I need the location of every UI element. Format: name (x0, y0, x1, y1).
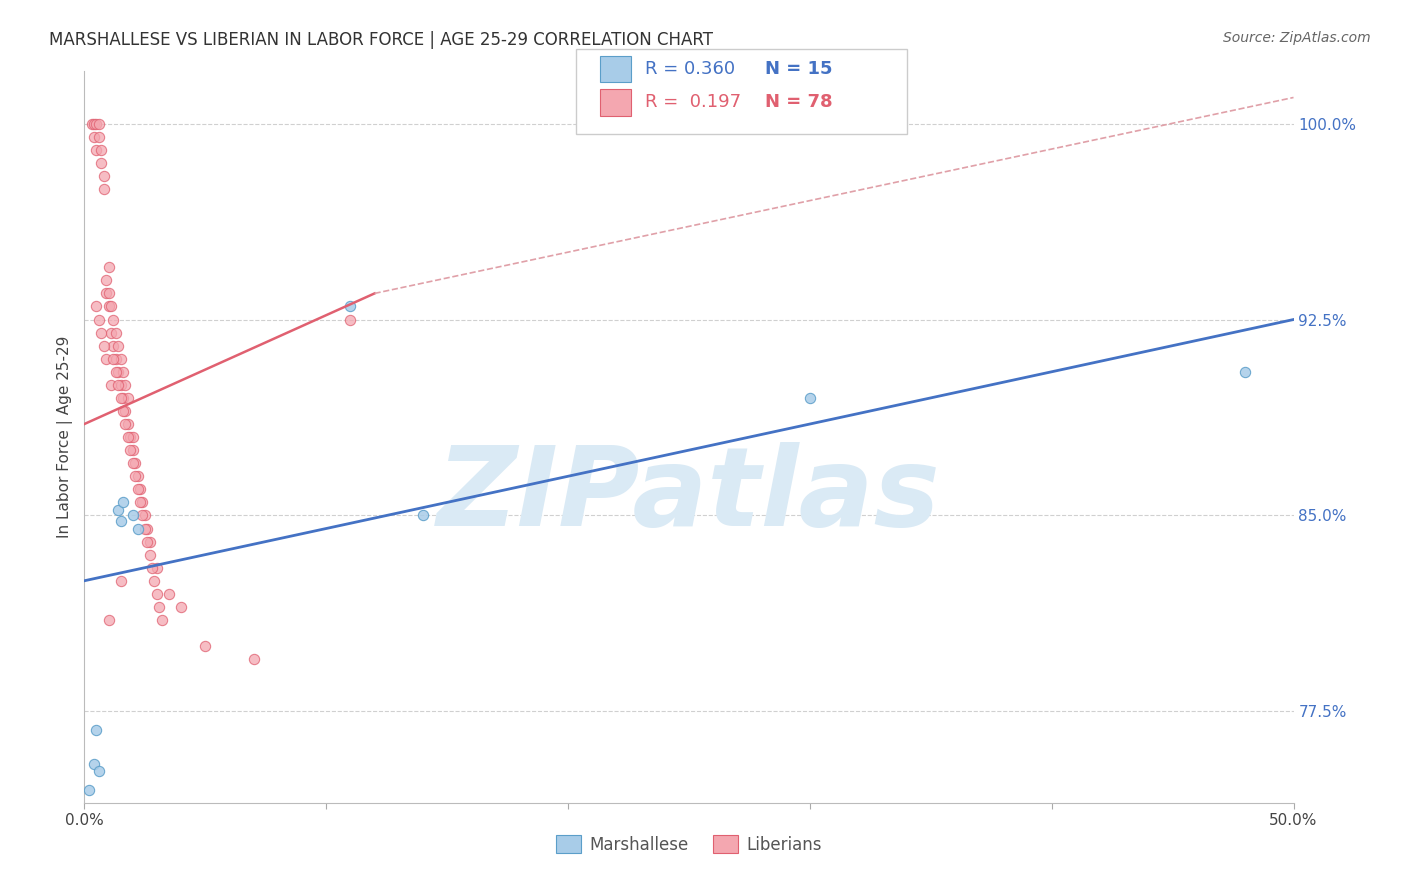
Point (110, 574, 132, 588)
Point (87, 312, 110, 326)
Point (103, 351, 125, 366)
Point (138, 548, 160, 562)
Point (83, 117, 105, 131)
Point (114, 377, 136, 392)
Point (83, 756, 105, 771)
Point (124, 469, 146, 483)
Point (103, 312, 125, 326)
Text: R = 0.360: R = 0.360 (645, 60, 735, 78)
Point (100, 300, 122, 314)
Point (127, 522, 149, 536)
Point (127, 469, 149, 483)
Point (77, 782, 100, 797)
Point (86, 300, 108, 314)
Point (117, 430, 139, 444)
Point (112, 391, 135, 405)
Point (87, 129, 110, 144)
Point (150, 613, 173, 627)
Point (131, 495, 153, 509)
Point (107, 377, 129, 392)
Text: N = 15: N = 15 (765, 60, 832, 78)
Point (136, 522, 159, 536)
Point (104, 365, 127, 379)
Point (412, 508, 434, 523)
Point (90, 143, 112, 157)
Point (94, 286, 117, 301)
Point (112, 495, 135, 509)
Point (120, 443, 142, 458)
Point (136, 534, 159, 549)
Point (117, 391, 139, 405)
Legend: Marshallese, Liberians: Marshallese, Liberians (550, 829, 828, 860)
Point (157, 587, 180, 601)
Point (134, 522, 156, 536)
Point (87, 764, 110, 779)
Point (107, 339, 129, 353)
Point (170, 599, 193, 614)
Text: Source: ZipAtlas.com: Source: ZipAtlas.com (1223, 31, 1371, 45)
Point (242, 652, 264, 666)
Point (100, 377, 122, 392)
Point (103, 339, 125, 353)
Point (134, 508, 156, 523)
Point (107, 365, 129, 379)
Text: MARSHALLESE VS LIBERIAN IN LABOR FORCE | AGE 25-29 CORRELATION CHART: MARSHALLESE VS LIBERIAN IN LABOR FORCE |… (49, 31, 713, 49)
Point (94, 351, 117, 366)
Point (110, 391, 132, 405)
Point (104, 351, 127, 366)
Point (112, 365, 135, 379)
Point (97, 286, 120, 301)
Point (799, 391, 821, 405)
Point (107, 503, 129, 517)
Point (83, 129, 105, 144)
Point (339, 312, 361, 326)
Point (1234, 365, 1257, 379)
Text: ZIPatlas: ZIPatlas (437, 442, 941, 549)
Point (93, 169, 115, 183)
Point (86, 117, 108, 131)
Point (86, 143, 108, 157)
Point (90, 326, 112, 340)
Point (138, 534, 160, 549)
Point (194, 639, 217, 653)
Point (120, 430, 142, 444)
Point (131, 508, 153, 523)
Point (114, 404, 136, 418)
Point (97, 300, 120, 314)
Point (121, 430, 143, 444)
Text: N = 78: N = 78 (765, 94, 832, 112)
Point (93, 339, 115, 353)
Text: R =  0.197: R = 0.197 (645, 94, 741, 112)
Point (80, 117, 103, 131)
Point (129, 495, 152, 509)
Point (121, 508, 143, 523)
Point (86, 723, 108, 737)
Point (114, 417, 136, 431)
Point (124, 456, 146, 470)
Point (141, 560, 163, 574)
Y-axis label: In Labor Force | Age 25-29: In Labor Force | Age 25-29 (58, 336, 73, 538)
Point (110, 351, 132, 366)
Point (148, 599, 170, 614)
Point (104, 326, 127, 340)
Point (97, 260, 120, 275)
Point (146, 560, 169, 574)
Point (90, 155, 112, 169)
Point (146, 587, 169, 601)
Point (112, 404, 135, 418)
Point (110, 377, 132, 392)
Point (97, 613, 120, 627)
Point (94, 273, 117, 287)
Point (121, 443, 143, 458)
Point (93, 182, 115, 196)
Point (100, 326, 122, 340)
Point (87, 117, 110, 131)
Point (129, 483, 152, 497)
Point (143, 574, 166, 588)
Point (127, 483, 149, 497)
Point (121, 456, 143, 470)
Point (117, 417, 139, 431)
Point (339, 300, 361, 314)
Point (110, 514, 132, 528)
